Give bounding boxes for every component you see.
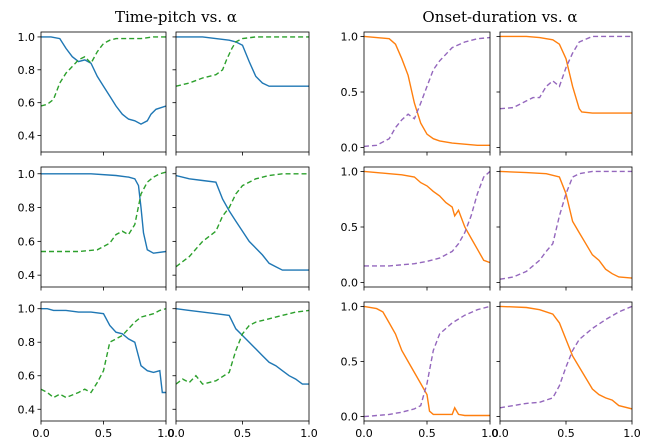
axes-frame — [499, 166, 633, 288]
axes-frame — [363, 301, 491, 422]
panel — [172, 31, 310, 156]
dashed-series-line — [176, 36, 309, 87]
x-tick-label: 0.0 — [32, 427, 50, 440]
dashed-series-line — [500, 35, 632, 110]
dashed-series-line — [41, 36, 166, 107]
panel: 0.4 0.6 0.8 1.0 — [18, 166, 167, 291]
axes-frame — [499, 301, 633, 422]
x-tick-label: 0.0 — [491, 427, 509, 440]
solid-series-line — [176, 174, 309, 271]
y-tick-label: 0.8 — [18, 64, 36, 77]
solid-series-line — [500, 170, 632, 279]
y-tick-label: 0.0 — [341, 411, 359, 424]
x-tick-label: 1.0 — [623, 427, 641, 440]
y-tick-label: 0.8 — [18, 336, 36, 349]
panel: 0.0 0.5 1.0 0.0 0.5 1.0 — [341, 300, 499, 440]
y-tick-label: 0.5 — [341, 356, 359, 369]
solid-series-line — [176, 36, 309, 87]
solid-series-line — [41, 308, 166, 394]
x-tick-label: 1.0 — [481, 427, 499, 440]
x-tick-label: 0.0 — [355, 427, 373, 440]
axes-frame — [175, 301, 310, 422]
y-tick-label: 1.0 — [18, 303, 36, 316]
axes-frame — [363, 166, 491, 288]
y-tick-label: 1.0 — [18, 31, 36, 44]
panel: 0.0 0.5 1.0 — [167, 301, 318, 440]
panel: 0.4 0.6 0.8 1.0 0.0 0.5 1.0 — [18, 301, 175, 440]
group-titles: Time-pitch vs. α Onset-duration vs. α — [115, 8, 578, 26]
y-tick-label: 1.0 — [341, 165, 359, 178]
dashed-series-line — [41, 308, 166, 399]
y-tick-label: 0.6 — [18, 370, 36, 383]
x-tick-label: 0.5 — [95, 427, 113, 440]
y-tick-label: 0.0 — [341, 277, 359, 290]
x-tick-label: 0.5 — [418, 427, 436, 440]
dashed-series-line — [176, 309, 309, 385]
y-tick-label: 1.0 — [18, 168, 36, 181]
solid-series-line — [41, 36, 166, 125]
x-tick-label: 1.0 — [157, 427, 175, 440]
dashed-series-line — [364, 36, 490, 148]
x-tick-label: 0.5 — [557, 427, 575, 440]
x-tick-label: 0.0 — [167, 427, 185, 440]
solid-series-line — [176, 308, 309, 385]
panels: 0.40.60.81.00.40.60.81.00.40.60.81.00.0 0… — [18, 30, 641, 440]
y-tick-label: 1.0 — [341, 30, 359, 43]
panel: 0.0 0.5 1.0 — [491, 301, 641, 440]
axes-frame — [40, 301, 167, 422]
solid-series-line — [364, 35, 490, 146]
y-tick-label: 0.6 — [18, 235, 36, 248]
y-tick-label: 1.0 — [341, 300, 359, 313]
axes-frame — [40, 166, 167, 288]
y-tick-label: 0.4 — [18, 130, 36, 143]
solid-series-line — [500, 305, 632, 410]
axes-frame — [499, 31, 633, 153]
x-tick-label: 1.0 — [300, 427, 318, 440]
dashed-series-line — [364, 170, 490, 267]
axes-frame — [40, 31, 167, 153]
dashed-series-line — [176, 173, 309, 268]
panel: 0.0 0.5 1.0 — [341, 30, 491, 156]
y-tick-label: 0.6 — [18, 97, 36, 110]
solid-series-line — [364, 170, 490, 264]
axes-frame — [175, 31, 310, 153]
panel: 0.0 0.5 1.0 — [341, 165, 491, 291]
title-time-pitch: Time-pitch vs. α — [115, 8, 237, 26]
y-tick-label: 0.4 — [18, 403, 36, 416]
dashed-series-line — [41, 171, 166, 253]
panel — [496, 31, 633, 156]
solid-series-line — [41, 173, 166, 254]
panel: 0.4 0.6 0.8 1.0 — [18, 31, 167, 156]
solid-series-line — [364, 305, 490, 417]
panel — [172, 166, 310, 291]
dashed-series-line — [500, 305, 632, 409]
y-tick-label: 0.5 — [341, 86, 359, 99]
panel — [496, 166, 633, 291]
solid-series-line — [500, 35, 632, 114]
y-tick-label: 0.5 — [341, 221, 359, 234]
y-tick-label: 0.8 — [18, 202, 36, 215]
x-tick-label: 0.5 — [234, 427, 252, 440]
title-onset-duration: Onset-duration vs. α — [422, 8, 577, 26]
dashed-series-line — [500, 170, 632, 280]
y-tick-label: 0.0 — [341, 142, 359, 155]
y-tick-label: 0.4 — [18, 269, 36, 282]
dashed-series-line — [364, 305, 490, 418]
